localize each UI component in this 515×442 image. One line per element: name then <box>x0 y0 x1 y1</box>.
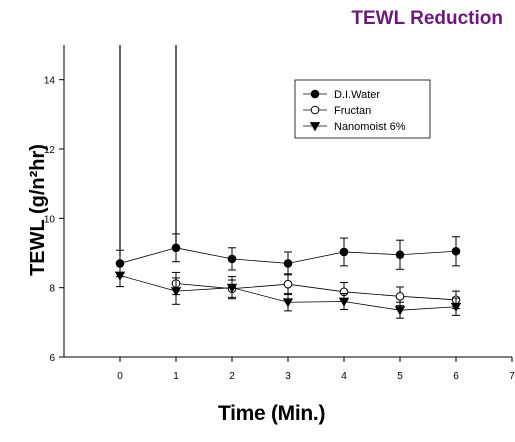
spikes <box>119 45 177 257</box>
legend-entry: Nanomoist 6% <box>303 121 406 133</box>
data-point <box>114 271 126 281</box>
data-point <box>170 287 182 297</box>
series <box>115 233 461 278</box>
data-point <box>282 298 294 308</box>
y-axis-label: TEWL (g/n²hr) <box>27 144 49 276</box>
x-tick-label: 3 <box>285 371 291 382</box>
data-point <box>395 292 405 301</box>
series-line <box>175 283 457 301</box>
data-point <box>310 105 320 115</box>
data-point <box>309 122 321 132</box>
legend-label: Fructan <box>334 105 371 117</box>
series-group <box>114 233 462 319</box>
legend-label: D.I.Water <box>334 89 380 101</box>
data-point <box>395 250 405 260</box>
data-point <box>226 283 238 293</box>
x-tick-label: 7 <box>509 371 515 382</box>
data-point <box>339 247 349 257</box>
y-tick-label: 14 <box>44 76 56 87</box>
y-tick-label: 6 <box>49 353 55 364</box>
x-tick-label: 5 <box>397 371 403 382</box>
x-tick-label: 0 <box>117 371 123 382</box>
data-point <box>450 302 462 313</box>
y-tick-label: 12 <box>44 145 56 156</box>
legend-label: Nanomoist 6% <box>334 121 406 133</box>
legend-entry: Fructan <box>303 105 371 117</box>
data-point <box>171 243 181 253</box>
x-tick-label: 6 <box>453 371 459 382</box>
x-tick-label: 2 <box>229 371 235 382</box>
x-tick-label: 1 <box>173 371 179 382</box>
x-axis-label: Time (Min.) <box>218 402 326 425</box>
legend-entry: D.I.Water <box>303 89 380 101</box>
y-tick-label: 8 <box>49 284 55 295</box>
x-tick-label: 4 <box>341 371 347 382</box>
data-point <box>283 279 293 289</box>
series <box>114 263 462 319</box>
data-point <box>338 297 350 307</box>
y-tick-label: 10 <box>44 214 56 225</box>
series <box>171 271 461 309</box>
data-point <box>451 246 461 256</box>
chart-title: TEWL Reduction <box>351 8 503 29</box>
data-point <box>283 259 293 268</box>
legend: D.I.Water Fructan Nanomoist 6% <box>294 79 431 139</box>
data-point <box>310 89 320 99</box>
data-point <box>227 254 237 264</box>
data-point <box>394 306 406 316</box>
